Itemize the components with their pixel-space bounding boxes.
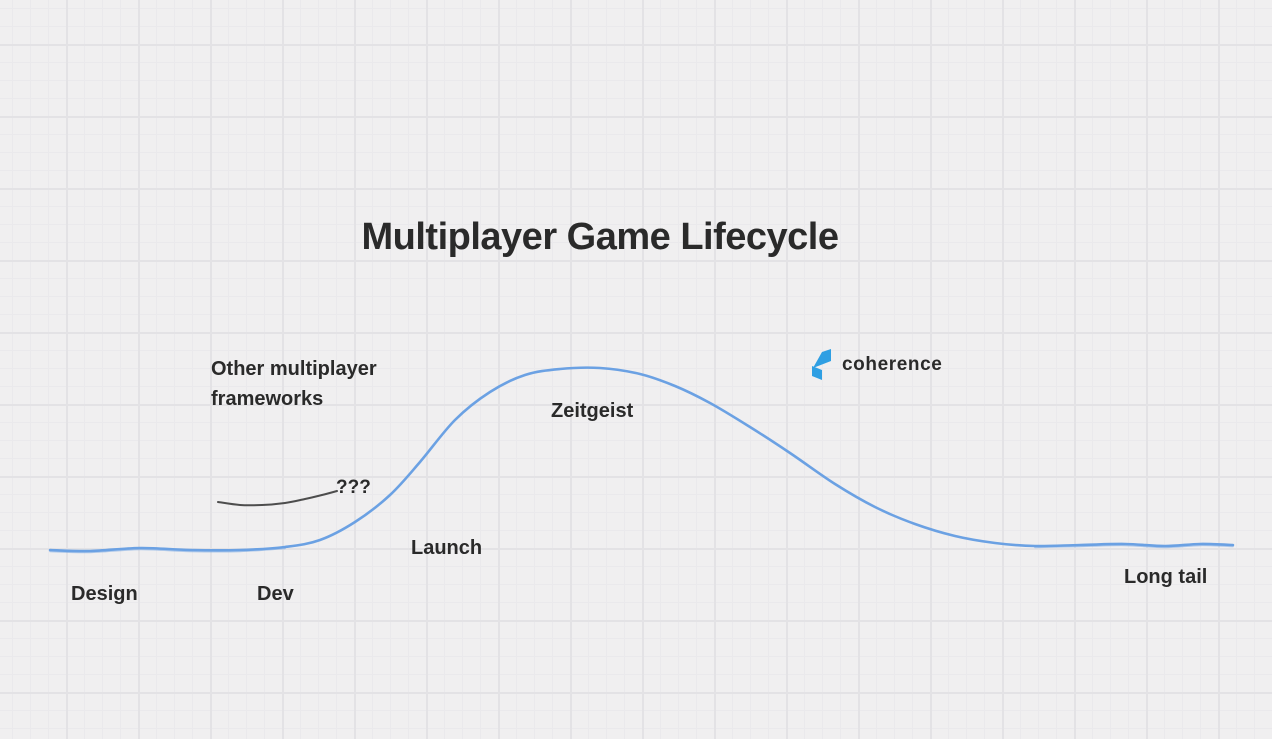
label-long-tail: Long tail xyxy=(1124,566,1208,588)
coherence-logo-icon xyxy=(812,349,831,380)
page-title: Multiplayer Game Lifecycle xyxy=(361,216,839,258)
label-other-frameworks: Other multiplayer frameworks xyxy=(211,358,377,410)
label-zeitgeist: Zeitgeist xyxy=(551,400,634,422)
lifecycle-curve-overdraw-left xyxy=(49,547,286,554)
other-frameworks-curve xyxy=(217,490,338,507)
label-design: Design xyxy=(71,583,138,605)
lifecycle-curve-overdraw-right xyxy=(1034,544,1234,549)
coherence-logo-text: coherence xyxy=(842,354,943,375)
label-question-marks: ??? xyxy=(336,477,371,498)
coherence-logo: coherence xyxy=(811,349,942,380)
label-launch: Launch xyxy=(411,537,483,559)
label-dev: Dev xyxy=(257,583,294,605)
